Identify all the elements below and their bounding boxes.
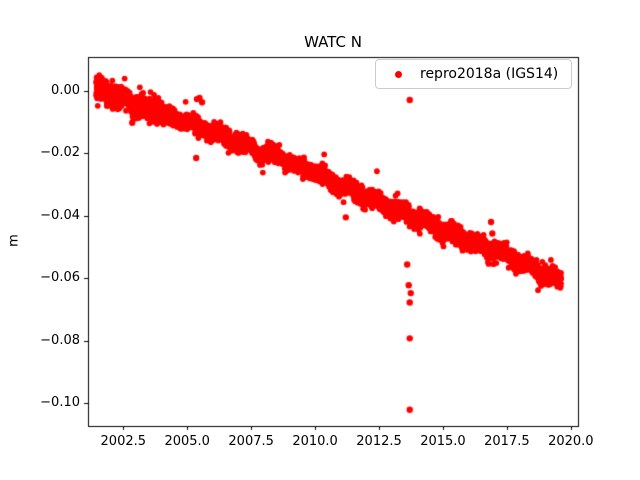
x-tick-label: 2002.5 (100, 434, 147, 449)
y-tick-label: −0.08 (40, 332, 80, 348)
x-tick-label: 2005.0 (164, 434, 210, 449)
chart-title: WATC N (304, 33, 362, 51)
y-tick-label: −0.04 (40, 207, 80, 223)
y-tick-label: −0.10 (40, 394, 80, 410)
x-tick-label: 2010.0 (292, 434, 338, 449)
x-tick-label: 2007.5 (228, 434, 274, 449)
legend-marker-dot (395, 70, 402, 78)
y-tick-label: −0.02 (40, 145, 80, 161)
y-tick-label: 0.00 (51, 82, 80, 98)
x-tick-label: 2012.5 (356, 434, 402, 449)
y-tick-label: −0.06 (40, 270, 80, 286)
legend-label: repro2018a (IGS14) (420, 66, 559, 82)
x-tick-label: 2017.5 (484, 434, 530, 449)
legend: repro2018a (IGS14) (375, 59, 572, 89)
x-tick-label: 2015.0 (420, 434, 466, 449)
x-tick-label: 2020.0 (548, 434, 594, 449)
